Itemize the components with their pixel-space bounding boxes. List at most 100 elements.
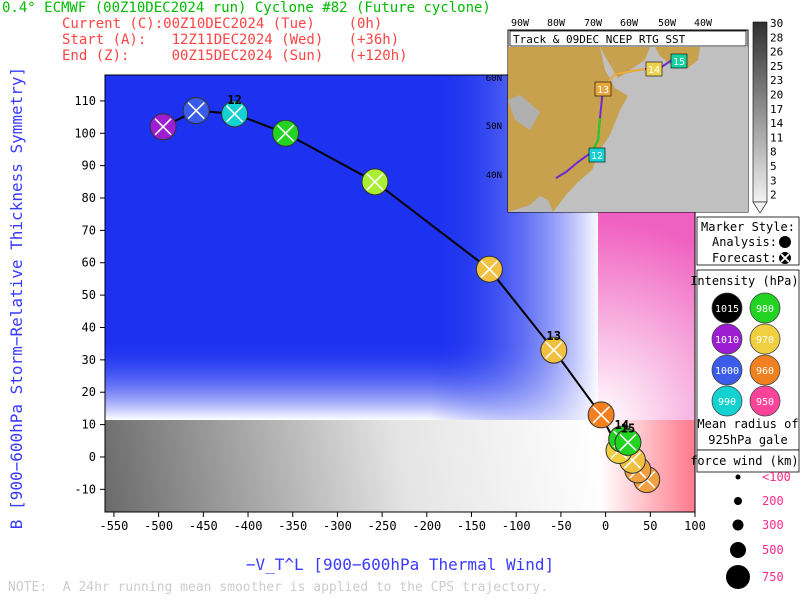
intensity-value: 1000	[715, 366, 739, 377]
x-tick-label: -350	[278, 519, 307, 533]
x-tick-label: -150	[457, 519, 486, 533]
track-point	[182, 97, 210, 125]
intensity-value: 970	[756, 335, 774, 346]
inset-lon-label: 80W	[547, 18, 566, 29]
radius-title-3: force wind (km):	[690, 454, 800, 468]
intensity-value: 1015	[715, 304, 739, 315]
y-tick-label: 40	[82, 320, 96, 334]
x-tick-label: -200	[412, 519, 441, 533]
intensity-value: 990	[718, 397, 736, 408]
intensity-value: 1010	[715, 335, 739, 346]
intensity-value: 960	[756, 366, 774, 377]
radius-legend-item: 750	[726, 565, 784, 589]
legend: Marker Style: Analysis: Forecast: Intens…	[690, 216, 800, 589]
radius-legend-item: 200	[734, 494, 784, 508]
inset-lat-label: 40N	[486, 171, 502, 181]
intensity-swatch: 1015	[711, 292, 743, 324]
forecast-cross	[619, 433, 637, 452]
sst-label: 5	[770, 160, 777, 173]
inset-lat-label: 60N	[486, 74, 502, 84]
radius-title-1: Mean radius of	[697, 417, 798, 431]
x-tick-label: 0	[602, 519, 609, 533]
forecast-cross	[276, 124, 295, 142]
sst-label: 23	[770, 74, 783, 87]
radius-legend-label: 300	[762, 518, 784, 532]
analysis-label: Analysis:	[712, 235, 777, 249]
sst-label: 30	[770, 17, 783, 30]
y-tick-label: 50	[82, 288, 96, 302]
sst-label: 11	[770, 131, 783, 144]
inset-lon-label: 70W	[584, 18, 603, 29]
x-tick-label: -400	[234, 519, 263, 533]
forecast-cross	[366, 173, 384, 191]
sst-label: 2	[770, 189, 777, 202]
track-point	[272, 119, 300, 147]
smoother-note: NOTE: A 24hr running mean smoother is ap…	[8, 580, 549, 595]
y-tick-label: 0	[89, 450, 96, 464]
x-tick-label: 50	[643, 519, 657, 533]
lakes	[508, 95, 540, 130]
intensity-swatch: 990	[711, 385, 743, 417]
x-axis-label: −V_T^L [900−600hPa Thermal Wind]	[246, 555, 554, 574]
labrador-land	[600, 47, 650, 78]
inset-lon-label: 50W	[658, 18, 677, 29]
sst-label: 20	[770, 89, 783, 102]
svg-text:13: 13	[597, 85, 609, 96]
start-time: Start (A): 12Z11DEC2024 (Wed) (+36h)	[62, 32, 400, 48]
forecast-cross	[480, 260, 499, 278]
intensity-swatch: 1000	[711, 354, 743, 386]
sst-label: 8	[770, 146, 777, 159]
y-tick-label: 10	[82, 418, 96, 432]
intensity-swatch: 950	[749, 385, 781, 417]
forecast-label: Forecast:	[712, 251, 777, 265]
track-time-label: 12	[227, 93, 241, 107]
radius-legend-item: 500	[730, 542, 784, 558]
intensity-value: 950	[756, 397, 774, 408]
y-axis-label: B [900−600hPa Storm−Relative Thickness S…	[7, 67, 26, 529]
inset-lon-label: 40W	[694, 18, 713, 29]
intensity-swatch: 960	[749, 354, 781, 386]
forecast-marker	[779, 252, 791, 264]
end-time: End (Z): 00Z15DEC2024 (Sun) (+120h)	[62, 48, 408, 64]
radius-legend-label: 750	[762, 570, 784, 584]
y-tick-label: 100	[74, 126, 96, 140]
sst-label: 17	[770, 103, 783, 116]
radius-legend-label: <100	[762, 470, 791, 484]
x-tick-label: -50	[550, 519, 572, 533]
sst-label: 25	[770, 60, 783, 73]
track-point: 13	[540, 329, 568, 364]
intensity-title: Intensity (hPa):	[690, 274, 800, 288]
x-tick-label: -300	[323, 519, 352, 533]
svg-text:12: 12	[591, 151, 603, 162]
svg-text:15: 15	[673, 57, 685, 68]
y-tick-label: 20	[82, 385, 96, 399]
x-tick-label: -100	[502, 519, 531, 533]
sst-label: 3	[770, 174, 777, 187]
radius-legend-item: 300	[732, 518, 784, 532]
x-tick-label: -450	[189, 519, 218, 533]
x-tick-label: -500	[144, 519, 173, 533]
y-tick-label: 110	[74, 94, 96, 108]
current-time: Current (C):00Z10DEC2024 (Tue) (0h)	[62, 16, 383, 32]
forecast-cross	[592, 406, 610, 424]
forecast-cross	[545, 341, 563, 359]
sst-label: 26	[770, 46, 783, 59]
radius-legend-label: 500	[762, 543, 784, 557]
track-time-label: 13	[547, 329, 561, 343]
sst-label: 14	[770, 117, 784, 130]
x-tick-label: -550	[99, 519, 128, 533]
forecast-cross	[225, 105, 244, 123]
intensity-value: 980	[756, 304, 774, 315]
intensity-swatch: 980	[749, 292, 781, 324]
track-point	[475, 255, 503, 283]
inset-lat-label: 50N	[486, 122, 502, 132]
inset-lon-label: 60W	[620, 18, 639, 29]
marker-style-title: Marker Style:	[701, 220, 795, 234]
intensity-swatch: 970	[749, 323, 781, 355]
inset-title: Track & 09DEC NCEP RTG SST	[513, 33, 686, 46]
radius-legend-label: 200	[762, 494, 784, 508]
svg-text:14: 14	[648, 65, 660, 76]
track-point: 15	[614, 421, 642, 456]
